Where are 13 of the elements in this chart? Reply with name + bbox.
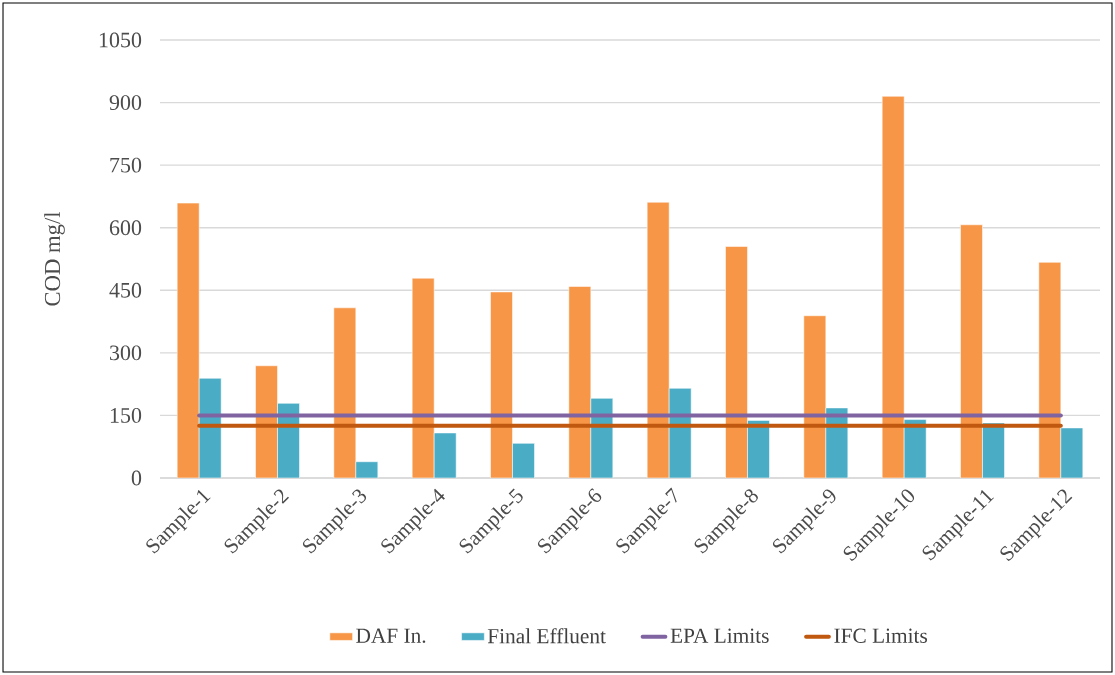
legend-label: DAF In. <box>356 628 426 643</box>
y-tick-label: 150 <box>110 407 142 423</box>
y-tick-label: 750 <box>110 157 142 173</box>
y-tick-label: 900 <box>109 95 142 110</box>
legend-label: EPA Limits <box>670 628 769 643</box>
legend-label: IFC Limits <box>834 628 928 643</box>
y-axis-title: COD mg/l <box>44 211 65 306</box>
legend-label: Final Effluent <box>487 628 606 644</box>
y-tick-label: 450 <box>109 282 142 298</box>
y-tick-label: 1050 <box>99 32 142 48</box>
y-tick-label: 0 <box>131 470 142 486</box>
y-tick-label: 300 <box>110 345 142 361</box>
y-tick-label: 600 <box>109 220 142 236</box>
